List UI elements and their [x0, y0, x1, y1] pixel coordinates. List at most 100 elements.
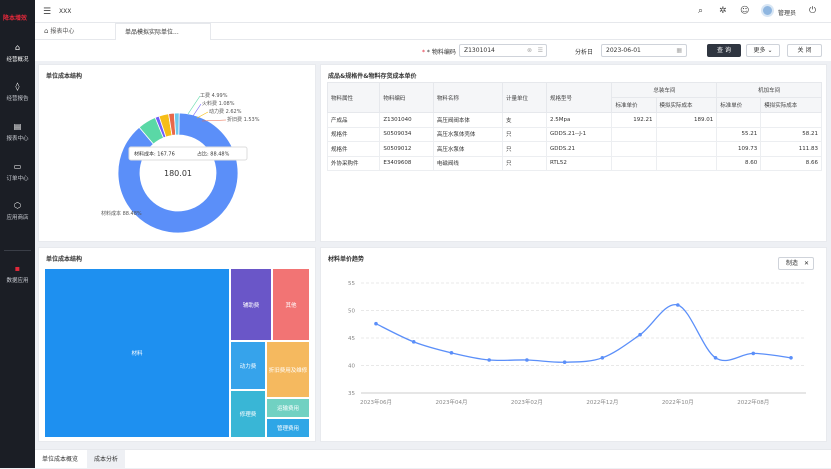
- sidebar-item-label: 订单中心: [6, 176, 29, 182]
- user-name[interactable]: 管理员: [778, 10, 797, 17]
- table-cell: [760, 112, 822, 128]
- bottom-tabs: 单位成本概览 成本分析: [35, 449, 831, 469]
- table-cell: GDDS.21: [545, 141, 613, 157]
- location-icon: ◊: [15, 82, 20, 91]
- data-point[interactable]: [525, 358, 529, 362]
- table-cell: 只: [501, 155, 547, 171]
- sidebar-item-orders[interactable]: ▭ 订单中心: [0, 162, 35, 182]
- home-icon: ⌂: [14, 43, 21, 52]
- pie-label: 动力费 2.62%: [209, 108, 242, 115]
- data-point[interactable]: [411, 340, 416, 344]
- table-cell: 189.01: [655, 112, 718, 128]
- avatar[interactable]: [761, 4, 774, 17]
- header-group-machining: 机加车间: [716, 82, 822, 98]
- treemap-cell: 折旧费用及维修: [266, 341, 310, 398]
- table-row[interactable]: 规格件 S0509012 高压水泵体只 GDDS.21 109.73 111.83: [326, 141, 822, 157]
- pie-label: 火料费 1.08%: [202, 100, 235, 107]
- header-unit: 计量单位: [501, 82, 547, 113]
- box-icon: ⬡: [14, 201, 21, 210]
- menu-icon[interactable]: ☰: [43, 7, 52, 17]
- treemap-cell: 动力费: [230, 341, 266, 390]
- data-point[interactable]: [676, 303, 680, 307]
- sidebar-item-label: 报表中心: [6, 136, 29, 142]
- treemap-panel: 单位成本结构 材料 辅助费 其他 动力费 折旧费用及维修 修理费 运输费用 管理…: [38, 247, 316, 442]
- header-name: 物料名称: [432, 82, 503, 113]
- material-code-label: * * 物料编码: [422, 49, 456, 56]
- data-point[interactable]: [713, 356, 718, 360]
- material-code-input[interactable]: Z1301014 ⊗ ☰: [459, 44, 547, 57]
- more-button[interactable]: 更多 ⌄: [746, 44, 780, 57]
- power-icon[interactable]: ⏻: [809, 6, 817, 16]
- query-button[interactable]: 查 询: [707, 44, 741, 57]
- table-cell: E3409608: [379, 155, 434, 171]
- table-cell: [716, 112, 762, 128]
- line-chart: 35 40 45 50 55 2023年06月 2023年04月 2023年02月 2022年1…: [348, 281, 806, 406]
- treemap-cell: 修理费: [230, 390, 266, 438]
- table-cell: S0509034: [379, 126, 434, 142]
- data-point[interactable]: [638, 332, 642, 337]
- table-cell: S0509012: [379, 141, 434, 157]
- pie-tooltip-box: [128, 146, 248, 161]
- line-panel-title: 材料单价趋势: [328, 256, 365, 263]
- pie-slice[interactable]: [117, 112, 239, 234]
- tab-unit-cost[interactable]: 单位成本概览: [42, 456, 79, 463]
- more-button-label: 更多: [753, 47, 766, 54]
- settings-icon[interactable]: ✲: [719, 6, 727, 16]
- series-select[interactable]: 制造 ✕: [778, 257, 814, 270]
- chevron-down-icon: ⌄: [767, 47, 773, 54]
- table-cell: 8.60: [716, 155, 762, 171]
- table-row[interactable]: 规格件 S0509034 高压水泵体壳体只 GDDS.21--J-1 55.21 58.2…: [326, 126, 822, 142]
- report-icon: ▤: [13, 122, 22, 131]
- list-icon[interactable]: ☰: [537, 47, 543, 54]
- data-point[interactable]: [789, 356, 793, 360]
- close-button[interactable]: 关 闭: [787, 44, 822, 57]
- sidebar-item-report[interactable]: ◊ 经营报告: [0, 82, 35, 102]
- series-select-label: 制造: [786, 260, 799, 267]
- data-point[interactable]: [600, 356, 605, 360]
- x-tick-label: 2022年08月: [737, 398, 769, 406]
- sidebar-item-overview[interactable]: ⌂ 经营概况: [0, 43, 35, 63]
- table-cell: RTL52: [545, 155, 613, 171]
- sidebar-item-report-center[interactable]: ▤ 报表中心: [0, 122, 35, 142]
- x-tick-label: 2023年04月: [435, 398, 467, 406]
- table-cell: 规格件: [326, 141, 381, 157]
- tab-cost-analysis[interactable]: 成本分析: [87, 450, 126, 469]
- table-cell: 规格件: [326, 126, 381, 142]
- period-date-input[interactable]: 2023-06-01 ▦: [601, 44, 687, 57]
- table-cell: GDDS.21--J-1: [545, 126, 613, 142]
- data-point[interactable]: [751, 351, 756, 356]
- smile-icon[interactable]: ☺: [740, 6, 750, 16]
- table-cell: 外协采购件: [326, 155, 381, 171]
- table-row[interactable]: 外协采购件 E3409608 电磁阀线只 RTL52 8.60 8.66: [326, 155, 822, 171]
- search-icon[interactable]: ⌕: [698, 6, 704, 16]
- y-tick-label: 55: [348, 281, 355, 287]
- pie-slice[interactable]: [173, 112, 180, 136]
- sidebar-item-store[interactable]: ⬡ 应用商店: [0, 201, 35, 221]
- table-cell: 只: [501, 126, 547, 142]
- close-icon[interactable]: ✕: [803, 260, 809, 267]
- clear-icon[interactable]: ⊗: [526, 47, 532, 54]
- table-cell: 192.21: [611, 112, 657, 128]
- logo: 降本增效: [3, 15, 28, 22]
- sidebar-item-label: 经营概况: [6, 57, 29, 63]
- tab-product-cost[interactable]: 单品模拟实际单位...: [115, 23, 211, 40]
- table-cell: 高压水泵体壳体: [432, 126, 503, 142]
- table-row[interactable]: 产成品 Z1301040 高压阀阀本体支 2.5Mpa 192.21 189.01: [326, 112, 822, 128]
- sidebar-item-data-apps[interactable]: ▪ 数据应用: [0, 264, 35, 284]
- x-tick-label: 2022年10月: [662, 398, 694, 406]
- table-cell: 111.83: [760, 141, 822, 157]
- data-point[interactable]: [449, 351, 454, 355]
- pie-tooltip-text: 材料成本: 167.76: [134, 151, 175, 158]
- tab-report-center[interactable]: ⌂ 报表中心: [35, 23, 115, 40]
- sidebar-item-label: 应用商店: [6, 215, 29, 221]
- data-point[interactable]: [487, 358, 491, 362]
- pie-label-line: [201, 119, 227, 122]
- sidebar-divider: [4, 250, 31, 251]
- x-tick-label: 2023年06月: [360, 398, 392, 406]
- data-point[interactable]: [562, 360, 567, 364]
- table-cell: 109.73: [716, 141, 762, 157]
- pie-label: 折旧费 1.53%: [227, 116, 260, 123]
- data-point[interactable]: [374, 321, 378, 326]
- top-bar: ☰ XXX ⌕ ✲ ☺ 管理员 ⏻: [35, 0, 831, 23]
- period-label: 分析日: [575, 49, 594, 56]
